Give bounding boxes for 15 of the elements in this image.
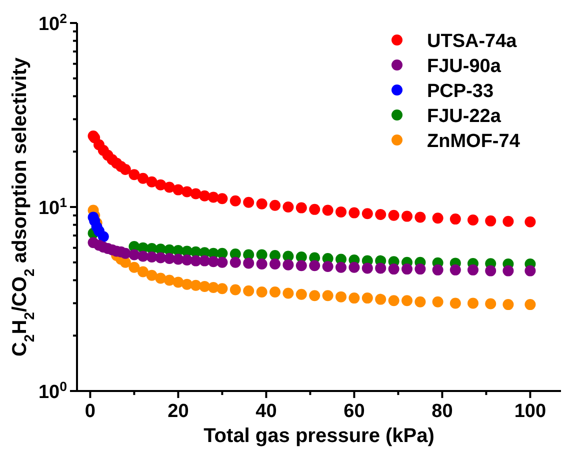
- legend-label: PCP-33: [427, 81, 494, 102]
- x-tick-label: 60: [344, 401, 365, 422]
- legend-label: UTSA-74a: [427, 31, 518, 52]
- x-tick-label: 40: [256, 401, 277, 422]
- x-tick-label: 20: [168, 401, 189, 422]
- legend-label: FJU-22a: [427, 106, 502, 127]
- y-tick-label: 10$^{2}$: [38, 10, 67, 35]
- x-tick-label: 0: [84, 401, 96, 422]
- legend-label: FJU-90a: [427, 56, 502, 77]
- y-tick-label: 10$^{0}$: [38, 378, 67, 403]
- legend-label: ZnMOF-74: [427, 131, 520, 152]
- x-axis-title: Total gas pressure (kPa): [204, 425, 434, 447]
- x-tick-label: 80: [432, 401, 453, 422]
- y-tick-label: 10$^{1}$: [38, 194, 68, 219]
- x-tick-label: 100: [514, 401, 546, 422]
